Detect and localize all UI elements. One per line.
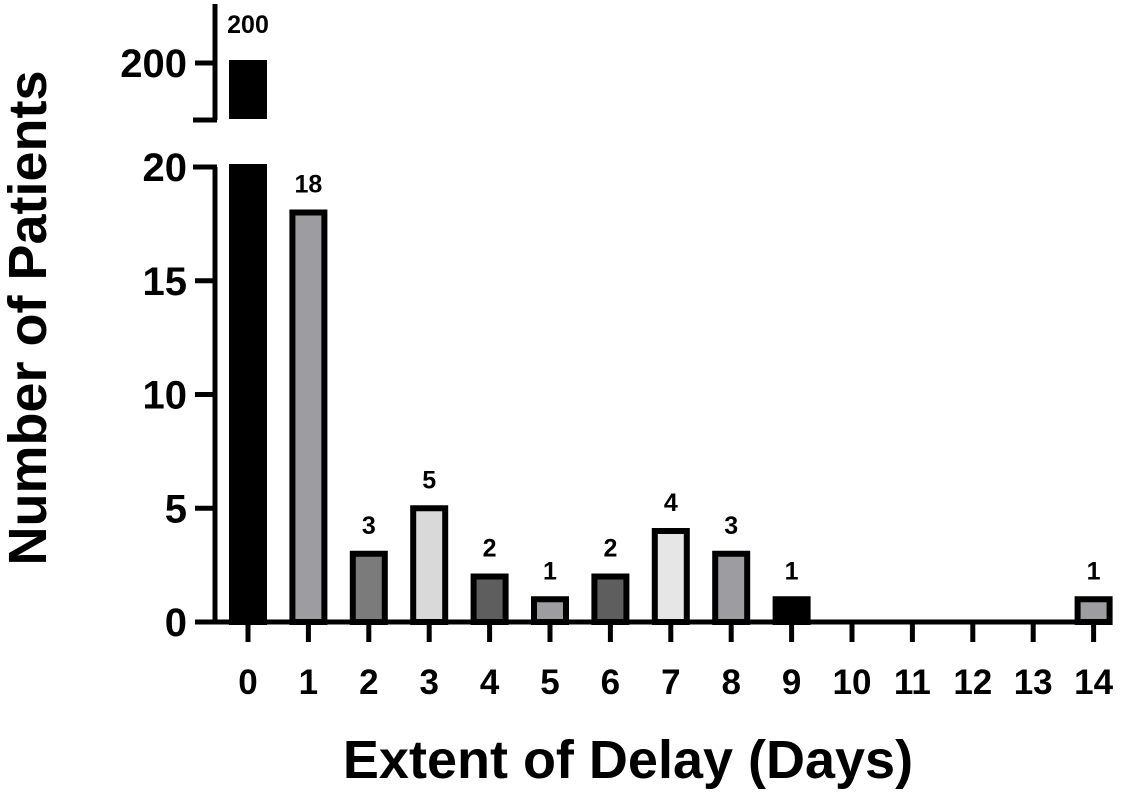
y-axis-title: Number of Patients bbox=[0, 70, 58, 565]
x-tick-label: 10 bbox=[833, 663, 872, 702]
bar bbox=[531, 596, 569, 625]
y-tick-label: 5 bbox=[165, 487, 187, 531]
x-tick-label: 8 bbox=[721, 663, 740, 702]
bar-upper-segment bbox=[229, 60, 267, 119]
x-tick-label: 0 bbox=[238, 663, 257, 702]
x-tick-label: 9 bbox=[782, 663, 801, 702]
bar bbox=[591, 573, 630, 625]
y-tick-label: 10 bbox=[143, 374, 188, 418]
x-tick-label: 5 bbox=[540, 663, 559, 702]
bar bbox=[470, 573, 509, 625]
data-label: 18 bbox=[294, 171, 322, 199]
data-label: 2 bbox=[603, 535, 617, 563]
bar bbox=[772, 596, 811, 625]
x-tick-label: 3 bbox=[419, 663, 438, 702]
data-label: 4 bbox=[664, 489, 678, 517]
x-tick-label: 14 bbox=[1074, 663, 1113, 702]
x-tick-label: 7 bbox=[661, 663, 680, 702]
y-tick-label: 20 bbox=[143, 146, 188, 190]
x-tick-label: 2 bbox=[359, 663, 378, 702]
x-tick-label: 11 bbox=[894, 663, 931, 702]
x-axis-title: Extent of Delay (Days) bbox=[343, 730, 913, 790]
y-tick-label: 0 bbox=[165, 601, 187, 645]
data-label: 3 bbox=[362, 512, 376, 540]
bar bbox=[1074, 596, 1113, 625]
data-label: 1 bbox=[1087, 557, 1101, 585]
data-label: 1 bbox=[785, 557, 799, 585]
bar bbox=[410, 505, 449, 625]
bars bbox=[229, 60, 1113, 625]
bar bbox=[349, 550, 388, 625]
bar bbox=[229, 164, 267, 625]
x-tick-label: 6 bbox=[601, 663, 620, 702]
x-tick-label: 12 bbox=[953, 663, 992, 702]
data-label: 2 bbox=[483, 535, 497, 563]
bar bbox=[712, 550, 751, 625]
x-tick-label: 1 bbox=[299, 663, 318, 702]
data-labels: 200 18 3 5 2 1 2 4 3 1 1 bbox=[227, 11, 1101, 585]
data-label: 3 bbox=[724, 512, 738, 540]
data-label: 200 bbox=[227, 11, 269, 39]
bar bbox=[289, 209, 328, 625]
y-tick-label: 15 bbox=[143, 260, 188, 304]
data-label: 1 bbox=[543, 557, 557, 585]
x-tick-label: 4 bbox=[480, 663, 500, 702]
x-tick-label: 13 bbox=[1014, 663, 1053, 702]
bar bbox=[651, 528, 690, 625]
y-tick-label: 200 bbox=[120, 42, 187, 86]
data-label: 5 bbox=[422, 466, 436, 494]
